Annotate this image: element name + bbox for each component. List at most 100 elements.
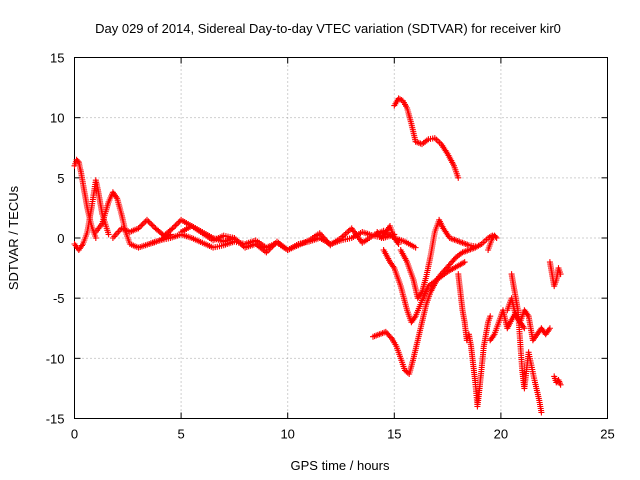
data-point-group bbox=[438, 141, 450, 156]
data-point bbox=[538, 409, 545, 416]
data-point-group bbox=[80, 231, 90, 247]
y-tick-label: -5 bbox=[53, 291, 65, 306]
y-tick-label: 15 bbox=[50, 51, 64, 66]
data-marks bbox=[71, 95, 564, 416]
data-point-group bbox=[508, 271, 517, 288]
data-point-group bbox=[397, 355, 408, 372]
data-point bbox=[521, 325, 528, 332]
series-track-17 bbox=[374, 223, 402, 248]
data-point-group bbox=[316, 230, 332, 247]
data-point-group bbox=[408, 120, 419, 143]
data-point-group bbox=[370, 331, 381, 340]
data-point-group bbox=[397, 247, 410, 264]
data-point-group bbox=[504, 318, 514, 332]
data-point-group bbox=[391, 97, 401, 109]
series-track-15 bbox=[546, 259, 564, 290]
data-point-group bbox=[436, 216, 446, 230]
data-point-group bbox=[517, 337, 526, 372]
data-point-group bbox=[178, 224, 193, 235]
data-point-group bbox=[436, 270, 445, 280]
data-point-group bbox=[99, 200, 111, 227]
data-point-group bbox=[75, 242, 85, 253]
data-point-group bbox=[92, 222, 104, 235]
series-track-18 bbox=[485, 232, 500, 253]
data-point-group bbox=[491, 321, 502, 338]
data-point-group bbox=[146, 238, 161, 247]
data-point-group bbox=[161, 226, 175, 239]
data-point bbox=[557, 381, 564, 388]
series-track-1 bbox=[71, 156, 99, 241]
data-point bbox=[461, 259, 468, 266]
data-point-group bbox=[406, 357, 416, 377]
data-point-group bbox=[419, 275, 429, 296]
data-point-group bbox=[459, 247, 471, 256]
data-point-group bbox=[555, 265, 563, 276]
data-point-group bbox=[389, 336, 399, 348]
data-point-group bbox=[274, 238, 290, 252]
data-point-group bbox=[402, 238, 417, 250]
series-track-12 bbox=[487, 307, 528, 344]
data-point-group bbox=[231, 235, 247, 250]
data-point-group bbox=[387, 223, 397, 239]
data-point-group bbox=[478, 236, 490, 247]
data-point-group bbox=[109, 189, 120, 200]
data-point-group bbox=[414, 290, 424, 302]
series-track-13 bbox=[504, 295, 553, 344]
data-point-group bbox=[382, 328, 394, 341]
data-point-group bbox=[188, 235, 204, 245]
data-point-group bbox=[485, 315, 493, 326]
data-point-group bbox=[468, 343, 476, 366]
data-point-group bbox=[77, 168, 86, 185]
data-point-group bbox=[399, 97, 409, 110]
data-point-group bbox=[169, 218, 183, 232]
data-point-group bbox=[453, 250, 464, 261]
data-point bbox=[455, 174, 462, 181]
data-point-group bbox=[252, 237, 268, 250]
data-point-group bbox=[459, 239, 471, 248]
axis-ticks: 0 5 10 15 20 25 -15 -10 -5 0 5 10 15 bbox=[46, 51, 615, 442]
series-track-11 bbox=[455, 271, 494, 410]
data-point-group bbox=[188, 223, 204, 235]
data-point-group bbox=[521, 307, 531, 318]
data-point-group bbox=[242, 238, 257, 247]
data-point-group bbox=[487, 237, 495, 247]
data-point-group bbox=[199, 239, 215, 250]
data-point-group bbox=[542, 326, 552, 338]
data-point-group bbox=[71, 158, 79, 169]
data-point-group bbox=[446, 235, 458, 243]
x-axis-label: GPS time / hours bbox=[291, 458, 390, 473]
data-point-group bbox=[402, 367, 411, 376]
data-point-group bbox=[423, 255, 434, 280]
data-point-group bbox=[485, 243, 493, 253]
data-point-group bbox=[425, 135, 436, 143]
data-point-group bbox=[546, 259, 555, 276]
series-track-6 bbox=[178, 223, 419, 256]
data-point-group bbox=[408, 314, 418, 326]
data-point-group bbox=[465, 245, 477, 253]
data-point-group bbox=[489, 233, 497, 241]
data-point-group bbox=[118, 225, 132, 235]
data-point-group bbox=[210, 233, 225, 244]
data-point-group bbox=[470, 361, 479, 384]
data-point-group bbox=[472, 241, 484, 251]
data-point-group bbox=[376, 329, 388, 338]
data-point-group bbox=[457, 289, 466, 312]
data-point-group bbox=[412, 299, 425, 320]
data-point-group bbox=[459, 307, 468, 324]
data-point-group bbox=[393, 343, 403, 360]
data-point-group bbox=[476, 345, 487, 392]
data-point-group bbox=[109, 227, 123, 241]
data-point-group bbox=[397, 283, 410, 312]
y-tick-label: 5 bbox=[57, 171, 64, 186]
data-point-group bbox=[412, 138, 424, 147]
data-point-group bbox=[378, 230, 388, 241]
data-point bbox=[546, 325, 553, 332]
data-point-group bbox=[491, 232, 499, 240]
y-tick-label: 0 bbox=[57, 231, 64, 246]
data-point-group bbox=[295, 238, 311, 249]
x-tick-label: 10 bbox=[280, 427, 294, 442]
data-point-group bbox=[515, 307, 523, 342]
x-tick-label: 20 bbox=[494, 427, 508, 442]
chart-title: Day 029 of 2014, Sidereal Day-to-day VTE… bbox=[95, 21, 561, 36]
